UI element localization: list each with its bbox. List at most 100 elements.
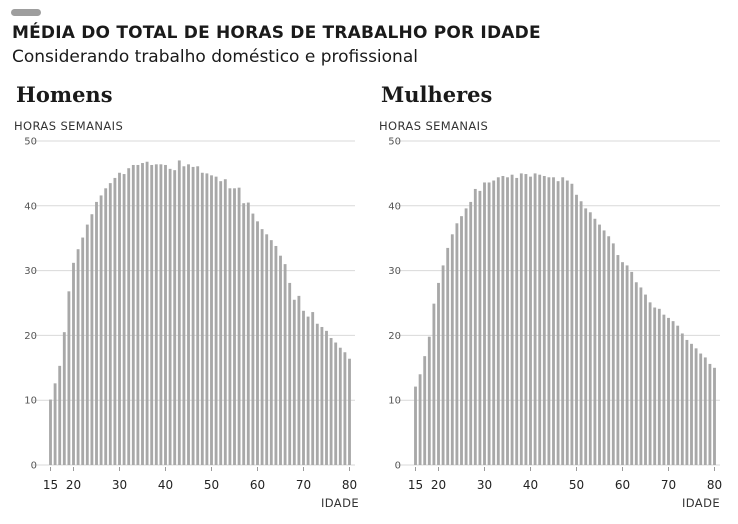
bar-homens-23 xyxy=(85,224,89,465)
bar-homens-59 xyxy=(251,213,255,465)
chart-subtitle: Considerando trabalho doméstico e profis… xyxy=(12,47,418,67)
bar-mulheres-33 xyxy=(496,177,500,465)
bar-mulheres-26 xyxy=(464,208,468,465)
x-tick-label: 60 xyxy=(250,478,265,492)
bar-mulheres-79 xyxy=(708,363,712,465)
bar-mulheres-53 xyxy=(588,212,592,465)
bar-homens-61 xyxy=(260,229,264,465)
bar-homens-35 xyxy=(141,163,144,466)
y-tick-label: 40 xyxy=(24,201,37,212)
y-tick-label: 20 xyxy=(388,331,401,342)
x-axis-label-homens: IDADE xyxy=(321,496,359,510)
bar-mulheres-57 xyxy=(607,236,611,465)
bar-mulheres-30 xyxy=(483,182,486,466)
bar-mulheres-59 xyxy=(616,255,620,465)
bar-homens-77 xyxy=(334,342,338,465)
bar-homens-69 xyxy=(297,295,301,465)
x-tick-label: 80 xyxy=(707,478,722,492)
bar-homens-16 xyxy=(53,383,57,465)
bar-homens-74 xyxy=(320,326,324,465)
bar-mulheres-49 xyxy=(570,183,574,465)
bar-mulheres-68 xyxy=(657,308,661,465)
bar-mulheres-77 xyxy=(699,353,703,465)
bar-homens-38 xyxy=(154,164,158,465)
bar-mulheres-21 xyxy=(441,265,445,465)
bar-mulheres-25 xyxy=(460,216,463,465)
bar-homens-43 xyxy=(177,160,181,465)
bar-homens-79 xyxy=(343,352,347,465)
bar-homens-78 xyxy=(338,347,342,465)
bar-mulheres-69 xyxy=(662,314,666,465)
bar-mulheres-39 xyxy=(524,174,528,465)
bar-mulheres-58 xyxy=(611,243,615,465)
bar-mulheres-60 xyxy=(621,262,624,465)
bar-homens-66 xyxy=(283,264,287,465)
bar-mulheres-78 xyxy=(703,357,707,465)
bar-homens-34 xyxy=(136,164,140,465)
x-tick-label: 40 xyxy=(158,478,173,492)
bar-mulheres-27 xyxy=(469,201,473,466)
bar-homens-46 xyxy=(191,166,195,466)
x-tick-label: 15 xyxy=(408,478,423,492)
bar-mulheres-52 xyxy=(584,208,588,465)
y-tick-label: 10 xyxy=(24,396,37,407)
bar-mulheres-50 xyxy=(575,194,578,465)
y-tick-label: 30 xyxy=(388,266,401,277)
y-tick-label: 30 xyxy=(24,266,37,277)
chart-title: MÉDIA DO TOTAL DE HORAS DE TRABALHO POR … xyxy=(12,23,541,43)
bar-mulheres-75 xyxy=(690,343,693,465)
bar-mulheres-34 xyxy=(501,175,505,465)
bar-mulheres-28 xyxy=(473,188,477,465)
bar-homens-32 xyxy=(127,168,131,465)
y-tick-label: 50 xyxy=(24,137,37,148)
x-tick-label: 20 xyxy=(66,478,81,492)
bar-homens-24 xyxy=(90,214,94,465)
bar-mulheres-67 xyxy=(653,307,657,465)
bar-homens-70 xyxy=(302,310,305,465)
bar-homens-58 xyxy=(246,202,250,465)
drag-handle[interactable] xyxy=(11,9,41,16)
bar-mulheres-42 xyxy=(538,174,542,466)
bar-homens-72 xyxy=(311,312,315,465)
bar-mulheres-48 xyxy=(565,180,569,465)
bar-homens-47 xyxy=(196,166,200,465)
bar-homens-36 xyxy=(145,161,149,465)
bar-homens-41 xyxy=(168,168,172,465)
bar-mulheres-64 xyxy=(639,287,643,465)
bar-mulheres-29 xyxy=(478,190,482,465)
bar-homens-29 xyxy=(113,177,117,465)
bar-mulheres-54 xyxy=(593,218,597,465)
bar-mulheres-41 xyxy=(533,173,537,465)
bar-mulheres-44 xyxy=(547,177,551,465)
bar-homens-71 xyxy=(306,316,310,465)
y-tick-label: 20 xyxy=(24,331,37,342)
x-tick-label: 80 xyxy=(342,478,357,492)
y-axis-label-homens: HORAS SEMANAIS xyxy=(14,119,124,133)
bar-mulheres-23 xyxy=(450,234,454,465)
bar-mulheres-32 xyxy=(492,180,496,465)
bar-mulheres-71 xyxy=(671,321,675,465)
bar-homens-19 xyxy=(67,291,71,465)
bar-homens-73 xyxy=(315,323,319,465)
bar-mulheres-16 xyxy=(418,374,422,465)
bar-mulheres-73 xyxy=(680,333,684,465)
bar-homens-57 xyxy=(242,203,246,465)
bar-mulheres-56 xyxy=(602,230,606,465)
bar-homens-60 xyxy=(256,221,259,465)
bar-homens-27 xyxy=(104,188,108,465)
x-tick-label: 50 xyxy=(569,478,584,492)
panel-title-homens: Homens xyxy=(16,82,113,107)
bar-homens-42 xyxy=(173,170,177,465)
bar-homens-64 xyxy=(274,245,278,465)
bar-homens-22 xyxy=(81,237,85,465)
bar-homens-65 xyxy=(279,255,282,465)
bar-mulheres-24 xyxy=(455,223,459,465)
bar-mulheres-66 xyxy=(648,302,652,465)
bar-homens-45 xyxy=(187,164,190,465)
bar-mulheres-40 xyxy=(529,176,532,465)
bar-mulheres-63 xyxy=(634,282,638,465)
y-tick-label: 40 xyxy=(388,201,401,212)
bar-homens-53 xyxy=(223,179,227,465)
bar-homens-15 xyxy=(49,399,52,465)
